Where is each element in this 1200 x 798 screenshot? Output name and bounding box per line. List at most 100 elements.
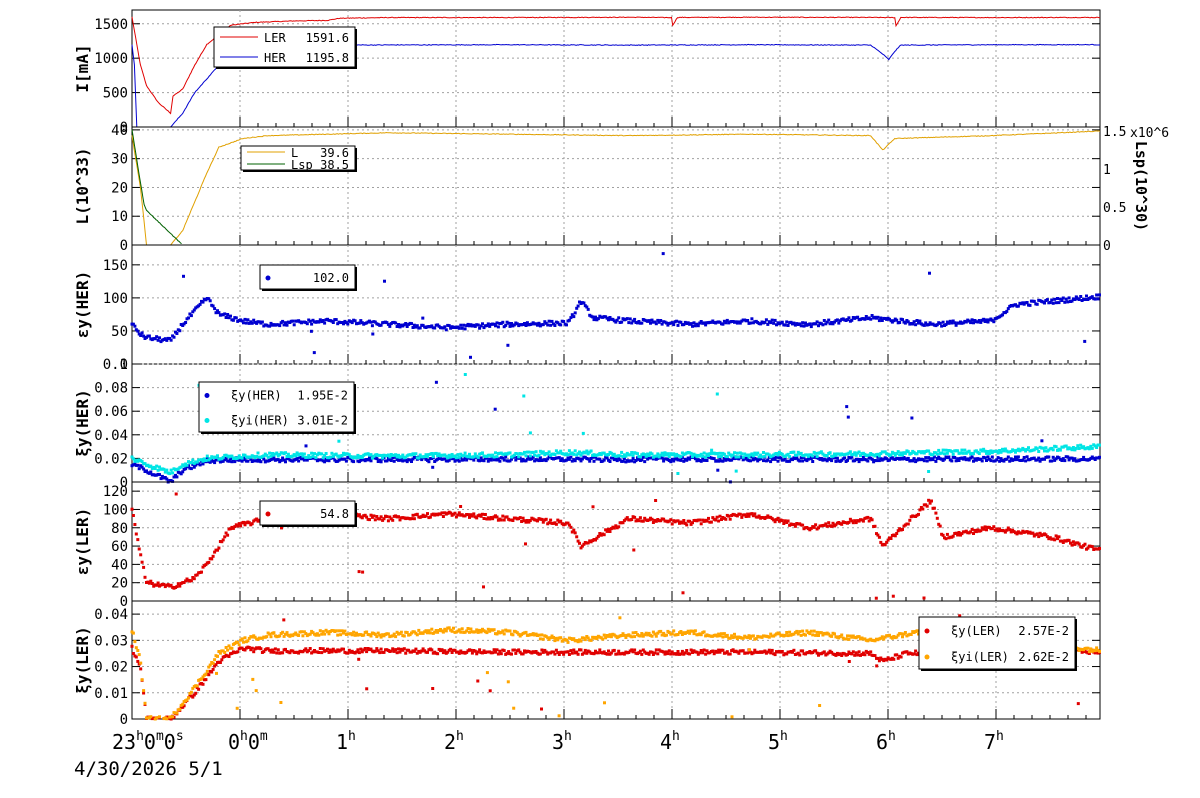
- data-point: [831, 454, 835, 458]
- data-point: [1032, 456, 1036, 460]
- data-point: [394, 635, 398, 639]
- data-point: [992, 525, 996, 529]
- data-point: [953, 456, 957, 459]
- data-point-outlier: [769, 460, 773, 464]
- data-point-outlier: [459, 505, 463, 508]
- data-point: [624, 454, 628, 458]
- data-point: [915, 319, 919, 322]
- data-point-outlier: [421, 316, 425, 320]
- data-point: [903, 321, 907, 325]
- data-point: [679, 652, 683, 656]
- data-point: [485, 631, 489, 635]
- data-point: [246, 459, 250, 463]
- data-point: [718, 634, 722, 638]
- data-point: [822, 319, 826, 322]
- data-point: [572, 452, 576, 456]
- data-point: [265, 635, 269, 639]
- data-point: [501, 629, 505, 633]
- data-point: [691, 651, 694, 654]
- data-point: [195, 684, 199, 688]
- data-point: [598, 457, 602, 461]
- data-point: [269, 321, 273, 325]
- data-point-outlier: [927, 470, 931, 473]
- data-point: [882, 637, 886, 641]
- data-point-outlier: [1040, 439, 1044, 443]
- data-point: [766, 458, 770, 462]
- data-point: [547, 319, 551, 323]
- data-point: [229, 457, 232, 461]
- data-point: [372, 514, 376, 518]
- data-point: [544, 650, 548, 654]
- data-point: [468, 630, 471, 634]
- data-point: [502, 649, 506, 653]
- data-point: [370, 324, 374, 328]
- data-point: [447, 453, 451, 457]
- data-point: [1028, 303, 1032, 307]
- data-point: [308, 632, 312, 636]
- data-point: [579, 546, 583, 550]
- data-point: [659, 453, 663, 457]
- data-point: [757, 514, 761, 518]
- data-point: [401, 453, 405, 457]
- data-point: [609, 635, 613, 639]
- data-point: [133, 640, 137, 644]
- data-point: [1082, 650, 1086, 654]
- data-point: [876, 533, 880, 537]
- data-point: [221, 538, 225, 542]
- data-point: [397, 647, 400, 651]
- data-point: [990, 455, 994, 459]
- data-point: [856, 653, 860, 657]
- data-point: [143, 701, 147, 705]
- data-point: [796, 632, 800, 636]
- data-point: [407, 648, 411, 652]
- data-point: [505, 515, 509, 519]
- data-point: [630, 635, 634, 639]
- data-point: [320, 452, 324, 456]
- data-point: [827, 651, 831, 655]
- data-point: [730, 458, 734, 462]
- data-point: [898, 321, 902, 324]
- data-point: [808, 322, 812, 326]
- legend-value: 39.6: [320, 146, 349, 160]
- data-point: [1047, 455, 1051, 459]
- data-point: [420, 649, 424, 653]
- data-point: [514, 458, 518, 462]
- data-point: [481, 451, 484, 455]
- data-point: [669, 460, 673, 464]
- data-point: [469, 627, 473, 631]
- data-point: [893, 453, 897, 457]
- data-point: [701, 651, 705, 655]
- data-point: [1093, 297, 1097, 301]
- data-point: [909, 451, 913, 455]
- data-point: [350, 633, 354, 637]
- data-point: [905, 650, 909, 654]
- data-point: [307, 649, 311, 653]
- data-point: [918, 319, 922, 323]
- data-point: [158, 465, 161, 469]
- data-point: [767, 453, 771, 457]
- data-point: [851, 650, 855, 654]
- data-point: [240, 637, 244, 641]
- data-point: [934, 459, 938, 463]
- data-point: [489, 458, 493, 462]
- data-point: [479, 630, 483, 634]
- data-point: [334, 452, 338, 456]
- x-tick-label: 0h0m: [228, 729, 268, 754]
- data-point: [323, 460, 327, 464]
- data-point: [598, 648, 602, 652]
- data-point: [582, 651, 586, 655]
- data-point: [1070, 448, 1074, 452]
- data-point: [424, 453, 428, 457]
- data-point: [954, 459, 958, 463]
- data-point: [796, 450, 800, 454]
- data-point-outlier: [847, 660, 851, 663]
- data-point: [850, 652, 854, 656]
- data-point: [262, 650, 266, 654]
- data-point: [278, 453, 282, 456]
- data-point: [378, 651, 382, 655]
- data-point: [675, 652, 679, 656]
- data-point: [676, 650, 680, 653]
- data-point: [538, 637, 542, 641]
- data-point: [457, 455, 461, 459]
- data-point: [226, 533, 230, 537]
